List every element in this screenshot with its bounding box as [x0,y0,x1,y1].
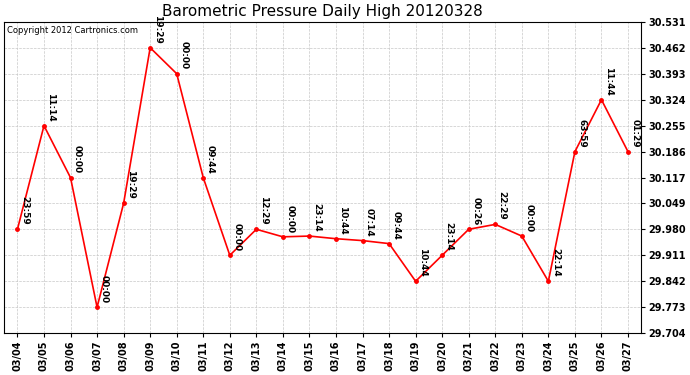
Text: 10:44: 10:44 [338,206,348,234]
Text: 23:14: 23:14 [444,222,453,251]
Text: Copyright 2012 Cartronics.com: Copyright 2012 Cartronics.com [8,26,139,35]
Text: 19:29: 19:29 [152,15,161,44]
Text: 00:00: 00:00 [73,146,82,174]
Text: 00:00: 00:00 [233,223,241,251]
Text: 11:14: 11:14 [46,93,55,122]
Text: 11:44: 11:44 [604,67,613,96]
Text: 22:29: 22:29 [497,192,506,220]
Text: 19:29: 19:29 [126,170,135,199]
Title: Barometric Pressure Daily High 20120328: Barometric Pressure Daily High 20120328 [162,4,483,19]
Text: 12:29: 12:29 [259,196,268,225]
Text: 23:14: 23:14 [312,203,321,232]
Text: 00:00: 00:00 [524,204,533,232]
Text: 09:44: 09:44 [391,211,400,240]
Text: 63:59: 63:59 [578,119,586,147]
Text: 00:00: 00:00 [286,204,295,232]
Text: 00:00: 00:00 [99,275,108,303]
Text: 22:14: 22:14 [551,248,560,277]
Text: 01:29: 01:29 [631,119,640,147]
Text: 23:59: 23:59 [20,196,29,225]
Text: 00:26: 00:26 [471,197,480,225]
Text: 10:44: 10:44 [418,248,427,277]
Text: 09:44: 09:44 [206,145,215,174]
Text: 07:14: 07:14 [365,208,374,236]
Text: 00:00: 00:00 [179,41,188,69]
